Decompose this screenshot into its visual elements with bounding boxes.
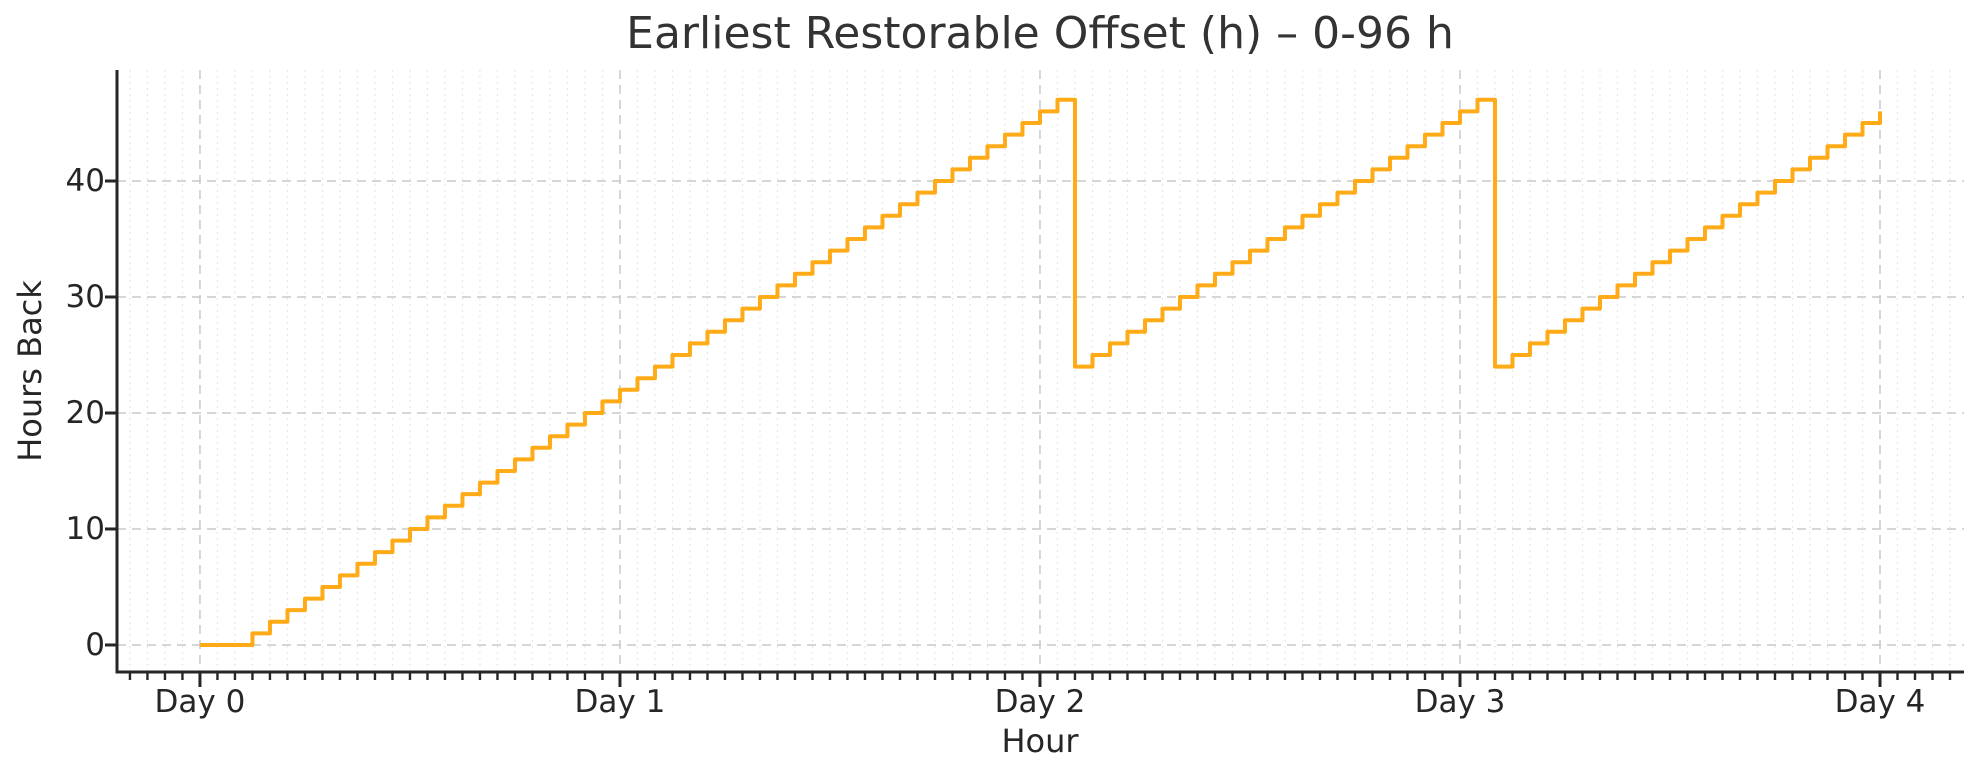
x-tick-label-day4: Day 4 — [1834, 684, 1926, 720]
y-tick-label-10: 10 — [65, 510, 105, 547]
y-tick-label-30: 30 — [65, 278, 105, 315]
x-axis-label: Hour — [1001, 722, 1079, 760]
chart-title: Earliest Restorable Offset (h) – 0-96 h — [626, 8, 1454, 59]
y-tick-label-40: 40 — [65, 163, 105, 199]
x-tick-label-day1: Day 1 — [574, 684, 666, 720]
x-tick-label-day3: Day 3 — [1414, 684, 1506, 720]
x-tick-label-day2: Day 2 — [994, 684, 1086, 720]
y-tick-label-0: 0 — [85, 626, 105, 663]
x-tick-label-day0: Day 0 — [154, 684, 246, 720]
minor-vertical-gridlines — [129, 70, 1951, 672]
series — [199, 97, 1882, 647]
earliest-restorable-offset-line — [199, 97, 1882, 647]
y-tick-label-20: 20 — [65, 394, 105, 431]
y-axis-ticks — [105, 179, 117, 647]
major-vertical-gridlines — [199, 70, 1881, 672]
x-axis-ticks — [128, 672, 1952, 687]
